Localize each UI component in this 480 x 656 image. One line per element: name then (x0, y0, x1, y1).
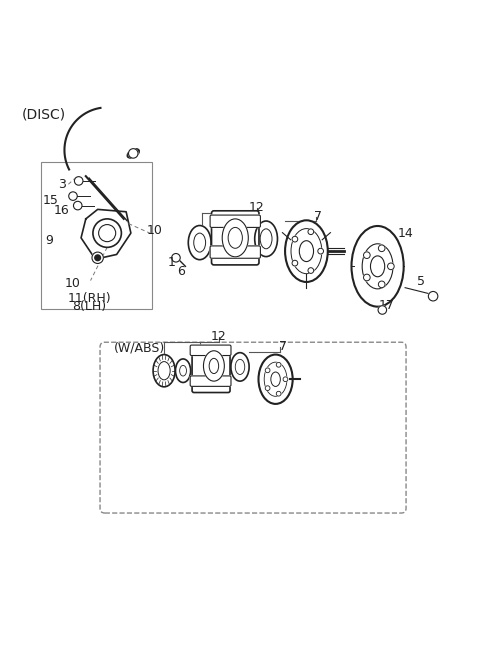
Circle shape (98, 224, 116, 241)
Text: (DISC): (DISC) (22, 108, 66, 121)
Text: 6: 6 (177, 264, 185, 277)
Ellipse shape (176, 359, 191, 382)
Circle shape (378, 281, 385, 288)
Circle shape (378, 306, 386, 314)
FancyBboxPatch shape (190, 376, 231, 386)
Bar (41, 162, 152, 309)
Circle shape (283, 377, 288, 382)
Ellipse shape (271, 372, 280, 386)
Circle shape (95, 255, 100, 260)
Circle shape (363, 252, 370, 258)
FancyBboxPatch shape (190, 345, 231, 356)
Circle shape (276, 392, 281, 396)
Circle shape (92, 252, 103, 264)
Circle shape (172, 253, 180, 262)
Circle shape (308, 229, 313, 235)
Text: 8(LH): 8(LH) (72, 300, 106, 313)
Ellipse shape (222, 219, 248, 257)
Circle shape (73, 201, 82, 210)
Ellipse shape (371, 256, 384, 277)
Circle shape (378, 245, 385, 252)
Circle shape (363, 274, 370, 281)
Circle shape (308, 268, 313, 274)
Text: 12: 12 (249, 201, 264, 213)
FancyBboxPatch shape (210, 215, 261, 228)
Ellipse shape (300, 241, 313, 262)
Text: (W/ABS): (W/ABS) (114, 341, 166, 354)
Text: 14: 14 (397, 226, 413, 239)
Ellipse shape (255, 221, 277, 256)
Circle shape (318, 248, 324, 254)
Ellipse shape (127, 149, 139, 158)
Circle shape (292, 260, 298, 266)
Circle shape (93, 219, 121, 247)
Text: 12: 12 (211, 330, 227, 343)
Circle shape (265, 386, 270, 390)
Ellipse shape (231, 353, 249, 381)
Text: 1: 1 (167, 256, 175, 269)
FancyBboxPatch shape (210, 246, 261, 258)
Circle shape (276, 362, 281, 367)
Ellipse shape (153, 355, 175, 387)
Text: 9: 9 (45, 234, 53, 247)
Text: 10: 10 (65, 277, 81, 291)
Circle shape (129, 149, 138, 158)
Circle shape (387, 263, 394, 270)
Circle shape (292, 236, 298, 242)
Text: 16: 16 (53, 204, 69, 217)
Ellipse shape (204, 351, 224, 381)
Text: 17: 17 (378, 298, 394, 312)
Text: 3: 3 (58, 178, 66, 191)
Text: 11(RH): 11(RH) (67, 292, 111, 305)
Text: 7: 7 (314, 210, 322, 223)
Circle shape (69, 192, 77, 200)
Ellipse shape (285, 220, 328, 282)
FancyBboxPatch shape (212, 211, 259, 265)
Text: 5: 5 (417, 275, 425, 288)
Ellipse shape (362, 244, 393, 289)
Circle shape (428, 291, 438, 301)
Ellipse shape (228, 228, 242, 248)
Circle shape (265, 368, 270, 373)
Text: 10: 10 (147, 224, 163, 237)
FancyBboxPatch shape (192, 349, 230, 392)
Ellipse shape (209, 358, 219, 373)
Text: 15: 15 (42, 194, 58, 207)
Text: 7: 7 (279, 340, 287, 354)
Ellipse shape (351, 226, 404, 306)
Circle shape (74, 176, 83, 185)
Ellipse shape (188, 226, 211, 260)
Ellipse shape (259, 355, 293, 404)
